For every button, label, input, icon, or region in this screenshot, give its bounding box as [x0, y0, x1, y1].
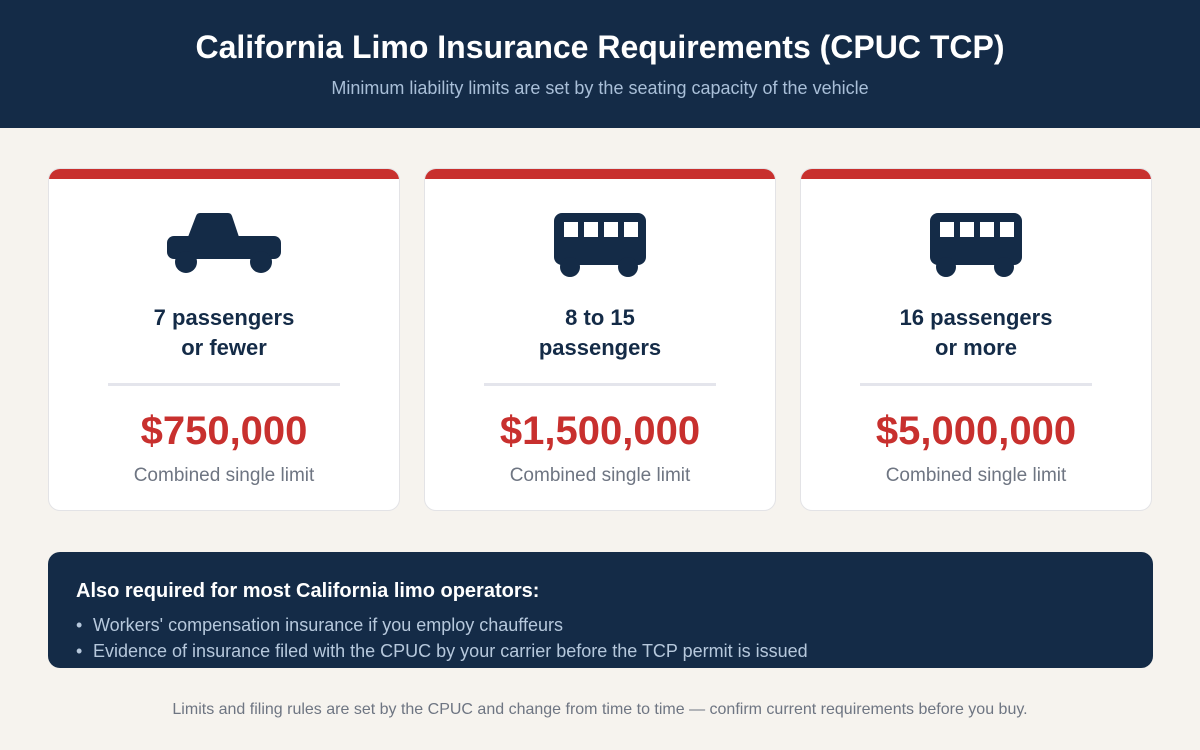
- bullet-icon: •: [76, 641, 83, 661]
- list-item: • Evidence of insurance filed with the C…: [76, 638, 808, 664]
- limit-caption: Combined single limit: [133, 465, 315, 486]
- bullet-icon: •: [76, 615, 83, 635]
- card-accent-bar: [49, 169, 399, 179]
- card-divider: [860, 383, 1092, 386]
- car-icon: [49, 213, 399, 281]
- limit-caption: Combined single limit: [885, 465, 1067, 486]
- card-accent-bar: [425, 169, 775, 179]
- limit-caption: Combined single limit: [509, 465, 691, 486]
- tier-title: 8 to 15 passengers: [538, 305, 662, 360]
- tier-title: 16 passengers or more: [899, 305, 1053, 360]
- also-required-panel: Also required for most California limo o…: [48, 552, 1153, 668]
- footer-disclaimer: Limits and filing rules are set by the C…: [172, 701, 1028, 718]
- also-required-list: • Workers' compensation insurance if you…: [76, 612, 808, 664]
- page-subtitle: Minimum liability limits are set by the …: [331, 78, 869, 98]
- card-divider: [108, 383, 340, 386]
- list-item: • Workers' compensation insurance if you…: [76, 612, 808, 638]
- card-divider: [484, 383, 716, 386]
- page-header: California Limo Insurance Requirements (…: [0, 0, 1200, 128]
- card-accent-bar: [801, 169, 1151, 179]
- tier-title: 7 passengers or fewer: [153, 305, 295, 360]
- liability-amount: $5,000,000: [875, 409, 1077, 453]
- tier-card-medium: 8 to 15 passengers $1,500,000 Combined s…: [424, 168, 776, 511]
- liability-amount: $750,000: [140, 409, 308, 453]
- bus-icon: [801, 213, 1151, 281]
- bus-icon: [425, 213, 775, 281]
- tier-card-large: 16 passengers or more $5,000,000 Combine…: [800, 168, 1152, 511]
- page-title: California Limo Insurance Requirements (…: [195, 29, 1005, 65]
- tier-card-small: 7 passengers or fewer $750,000 Combined …: [48, 168, 400, 511]
- also-required-heading: Also required for most California limo o…: [76, 580, 540, 602]
- liability-amount: $1,500,000: [499, 409, 701, 453]
